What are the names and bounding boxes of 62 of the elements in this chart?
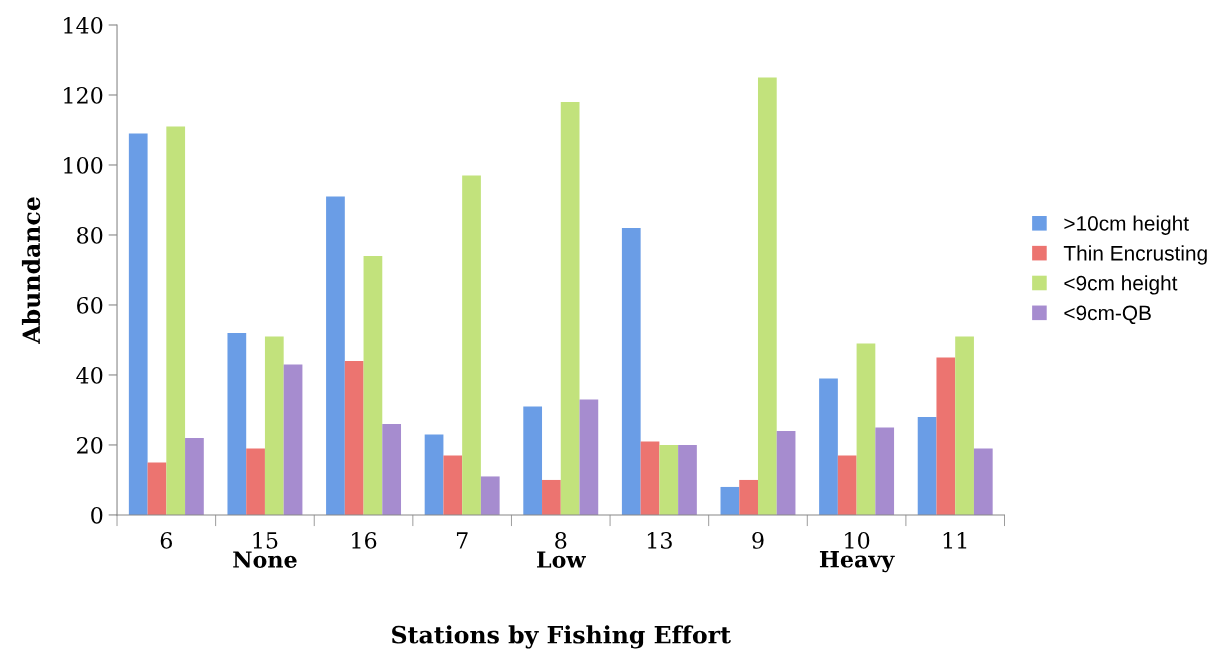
y-tick-label: 80: [77, 226, 103, 244]
bar: [462, 175, 481, 515]
bar: [227, 332, 247, 515]
bar: [523, 406, 543, 515]
text: None: [233, 551, 297, 568]
bar: [659, 444, 679, 515]
bar: [917, 416, 937, 515]
legend-label: <9cm height: [1064, 275, 1178, 295]
bar: [757, 77, 777, 515]
bar: [166, 126, 186, 515]
bar: [621, 227, 641, 515]
bar: [326, 196, 345, 515]
bar: [560, 101, 580, 515]
y-tick-label: 120: [64, 86, 103, 104]
x-tick-label: 7: [456, 532, 468, 549]
bar: [542, 479, 561, 515]
bar: [128, 133, 148, 515]
bar: [246, 448, 265, 515]
bar: [443, 455, 463, 515]
bar: [678, 444, 697, 515]
legend-label: >10cm height: [1064, 215, 1189, 235]
y-tick-label: 140: [64, 16, 103, 34]
bar: [856, 343, 876, 515]
x-tick-label: 15: [253, 532, 278, 549]
legend-label: <9cm-QB: [1064, 305, 1151, 325]
bar: [283, 364, 303, 515]
y-tick-label: 40: [76, 366, 103, 384]
x-tick-label: 10: [845, 532, 870, 549]
text: Heavy: [819, 551, 895, 573]
y-axis-title: Abundance: [21, 197, 41, 344]
bar: [264, 336, 284, 515]
y-tick-label: 0: [91, 506, 103, 524]
bar: [720, 486, 740, 515]
bar: [363, 255, 383, 515]
text: Low: [537, 551, 586, 568]
legend-label: Thin Encrusting: [1063, 245, 1207, 265]
x-tick-label: 8: [555, 532, 567, 549]
bar: [344, 360, 364, 515]
bar: [819, 378, 838, 515]
bar: [837, 455, 857, 515]
bar: [579, 399, 599, 515]
y-tick-label: 100: [64, 156, 103, 174]
x-tick-label: 16: [352, 532, 377, 549]
x-tick-label: 11: [943, 532, 967, 549]
bar: [936, 357, 956, 515]
bar: [147, 462, 167, 515]
x-tick-label: 6: [160, 532, 172, 549]
bar: [955, 336, 974, 515]
x-axis-title: Stations by Fishing Effort: [392, 625, 731, 649]
bar: [424, 434, 444, 515]
bar: [640, 441, 660, 515]
x-tick-label: 9: [752, 532, 764, 549]
y-tick-label: 20: [77, 436, 103, 454]
bar: [973, 448, 993, 515]
y-tick-label: 60: [77, 296, 103, 314]
bar: [382, 423, 402, 515]
bar: [185, 437, 204, 515]
bar: [776, 430, 796, 515]
x-tick-label: 13: [647, 532, 672, 549]
bar: [480, 476, 500, 515]
bar: [739, 479, 758, 515]
bar: [875, 427, 895, 515]
